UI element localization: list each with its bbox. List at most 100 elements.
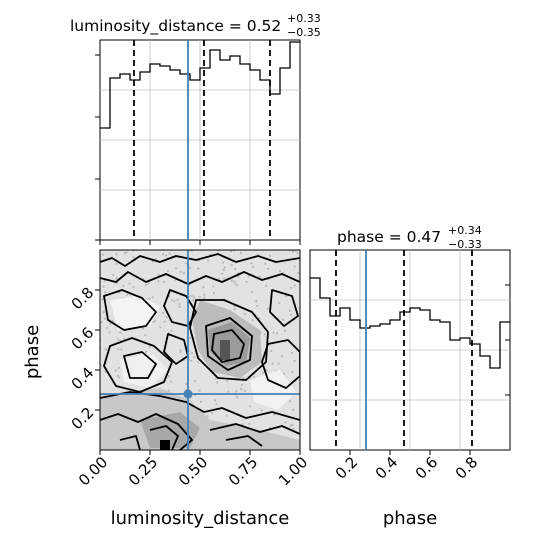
sample-point xyxy=(115,253,118,256)
sample-point xyxy=(233,308,236,311)
sample-point xyxy=(270,349,273,353)
sample-point xyxy=(162,311,165,314)
sample-point xyxy=(203,293,206,296)
sample-point xyxy=(119,331,122,334)
x-tick-label: 0.75 xyxy=(225,453,261,489)
sample-point xyxy=(198,355,201,358)
sample-point xyxy=(239,251,242,254)
sample-point xyxy=(293,265,296,268)
sample-point xyxy=(179,270,182,273)
title-minus: −0.35 xyxy=(287,26,321,39)
histogram-bar xyxy=(190,80,200,240)
sample-point xyxy=(236,284,239,287)
x-tick-label: 0.00 xyxy=(75,453,111,489)
sample-point xyxy=(163,320,166,323)
sample-point xyxy=(252,265,255,268)
sample-point xyxy=(154,319,157,322)
histogram-bar xyxy=(200,68,210,240)
sample-point xyxy=(176,298,179,301)
contour-line xyxy=(209,423,300,435)
sample-point xyxy=(296,252,299,255)
sample-point xyxy=(264,284,268,287)
sample-point xyxy=(101,253,104,256)
sample-point xyxy=(294,250,297,253)
sample-point xyxy=(251,290,254,293)
sample-point xyxy=(256,304,259,307)
low-density-region xyxy=(250,370,296,410)
sample-point xyxy=(168,252,171,255)
sample-point xyxy=(145,350,148,353)
histogram-bar xyxy=(370,326,380,450)
sample-point xyxy=(193,296,196,299)
sample-point xyxy=(264,262,267,265)
sample-point xyxy=(288,309,291,312)
sample-point xyxy=(112,273,115,277)
title-luminosity-distance: luminosity_distance = 0.52 xyxy=(70,17,281,36)
title-plus: +0.34 xyxy=(448,224,482,237)
sample-point xyxy=(222,277,225,280)
sample-point xyxy=(103,279,106,282)
sample-point xyxy=(123,337,126,340)
contour-line xyxy=(211,329,245,363)
y-tick-label: 0.8 xyxy=(68,284,98,314)
sample-point xyxy=(234,268,237,271)
sample-point xyxy=(190,352,194,355)
sample-point xyxy=(233,280,236,283)
sample-point xyxy=(182,271,185,275)
sample-point xyxy=(212,292,215,295)
histogram-step xyxy=(100,41,300,129)
histogram-bar xyxy=(400,312,410,450)
sample-point xyxy=(292,427,295,430)
sample-point xyxy=(100,320,103,324)
sample-point xyxy=(290,286,293,289)
histogram-bar xyxy=(150,64,160,240)
sample-point xyxy=(241,423,244,426)
histogram-bar xyxy=(410,308,420,450)
sample-point xyxy=(222,261,225,264)
sample-point xyxy=(169,380,172,383)
sample-point xyxy=(170,329,173,332)
histogram-bar xyxy=(330,316,340,450)
sample-point xyxy=(117,338,120,341)
sample-point xyxy=(171,299,174,302)
sample-point xyxy=(269,254,272,257)
sample-point xyxy=(185,383,188,386)
x-ticks: 0.2 0.4 0.6 0.8 xyxy=(332,450,481,483)
sample-point xyxy=(165,316,168,319)
histogram-bar xyxy=(220,60,230,240)
sample-point xyxy=(108,331,111,334)
y-axis-label-phase: phase xyxy=(22,325,43,379)
sample-point xyxy=(179,350,182,354)
truth-point xyxy=(183,389,193,399)
y-tick-label: 0.6 xyxy=(68,324,98,354)
sample-point xyxy=(258,275,262,278)
histogram xyxy=(310,277,510,450)
sample-point xyxy=(178,303,181,306)
title-plus: +0.33 xyxy=(287,12,321,25)
density-peak xyxy=(220,340,230,360)
contour-line xyxy=(225,435,263,447)
sample-point xyxy=(152,320,155,323)
histogram-bar xyxy=(210,50,220,240)
sample-point xyxy=(222,268,225,271)
density-map xyxy=(100,250,300,450)
sample-point xyxy=(103,317,106,320)
sample-point xyxy=(147,282,150,285)
sample-point xyxy=(225,414,229,417)
x-tick-label: 0.25 xyxy=(125,453,161,489)
sample-point xyxy=(292,250,295,253)
sample-point xyxy=(230,263,233,266)
sample-point xyxy=(115,277,118,280)
histogram-bar xyxy=(240,64,250,240)
sample-point xyxy=(282,318,285,322)
sample-point xyxy=(243,312,247,316)
sample-point xyxy=(148,297,151,300)
sample-point xyxy=(151,260,154,263)
sample-point xyxy=(214,377,217,380)
grid xyxy=(310,250,510,450)
sample-point xyxy=(128,282,131,285)
sample-point xyxy=(114,369,117,372)
sample-point xyxy=(157,280,160,283)
sample-point xyxy=(293,284,296,287)
sample-point xyxy=(197,267,200,270)
